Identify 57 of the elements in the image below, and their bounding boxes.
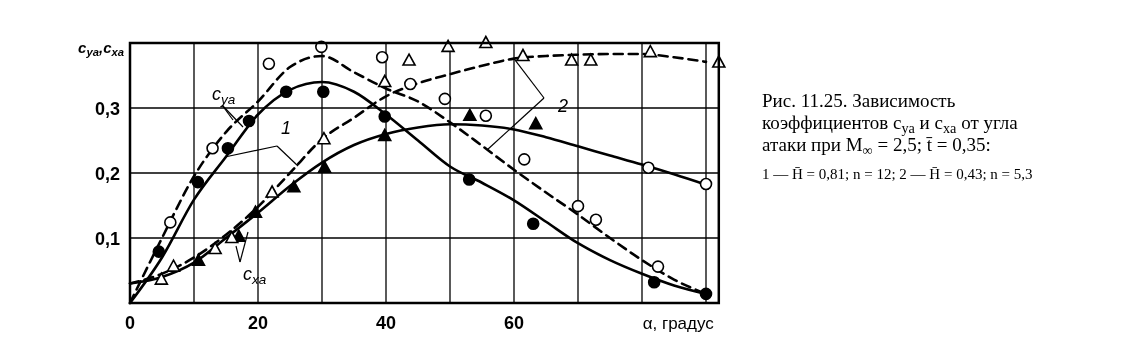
point <box>479 109 493 123</box>
point <box>248 205 263 218</box>
point <box>651 260 665 273</box>
point <box>404 77 417 91</box>
y-tick-label: 0,2 <box>94 164 120 184</box>
point <box>279 85 293 99</box>
point <box>287 180 301 193</box>
point <box>262 57 276 71</box>
x-tick-label: 0 <box>124 313 136 333</box>
point <box>571 199 585 213</box>
point <box>375 51 389 64</box>
point <box>164 216 177 229</box>
x-axis-title: α, градус <box>642 314 715 333</box>
point <box>166 259 181 272</box>
point <box>317 160 332 174</box>
annotation: c$_{ya}$ <box>212 84 236 107</box>
y-tick-label: 0,3 <box>94 99 120 119</box>
point <box>517 153 531 166</box>
point <box>206 142 219 155</box>
point <box>526 217 540 230</box>
point <box>316 85 330 99</box>
point <box>377 74 392 88</box>
point <box>317 131 331 145</box>
point <box>224 230 239 244</box>
point <box>377 128 392 142</box>
x-tick-label: 40 <box>375 313 397 333</box>
point <box>699 177 713 191</box>
point <box>589 213 603 227</box>
point <box>402 53 416 66</box>
text: Рис. 11.25. Зависимость коэффициентов c$_{ya}$ и c$_{xa}$ от угла атаки при M$_{∞}$ = 2,5; t̄ = 0,35: <box>762 90 1018 158</box>
point <box>642 161 655 175</box>
point <box>378 110 392 123</box>
point <box>191 253 206 267</box>
point <box>152 245 166 258</box>
x-tick-label: 20 <box>247 313 269 333</box>
x-tick-label: 60 <box>503 313 525 333</box>
point <box>242 114 256 128</box>
point <box>154 272 169 285</box>
point <box>564 53 579 66</box>
point <box>191 175 205 189</box>
y-axis-title: c$_{ya}$,c$_{xa}$ <box>78 39 124 58</box>
y-tick-label: 0,1 <box>94 229 120 249</box>
point <box>208 241 222 255</box>
point <box>643 44 658 58</box>
point <box>221 142 235 155</box>
point <box>265 185 279 198</box>
point <box>516 48 530 62</box>
text: 1 — H̄ = 0,81; n = 12; 2 — H̄ = 0,43; n = 5,3 <box>762 166 1033 182</box>
point <box>584 53 598 66</box>
point <box>528 116 543 130</box>
point <box>699 287 713 301</box>
point <box>647 275 661 289</box>
point <box>462 173 476 186</box>
point <box>463 108 477 122</box>
point <box>438 92 452 106</box>
point <box>441 39 455 53</box>
annotation: 1 <box>281 118 292 138</box>
